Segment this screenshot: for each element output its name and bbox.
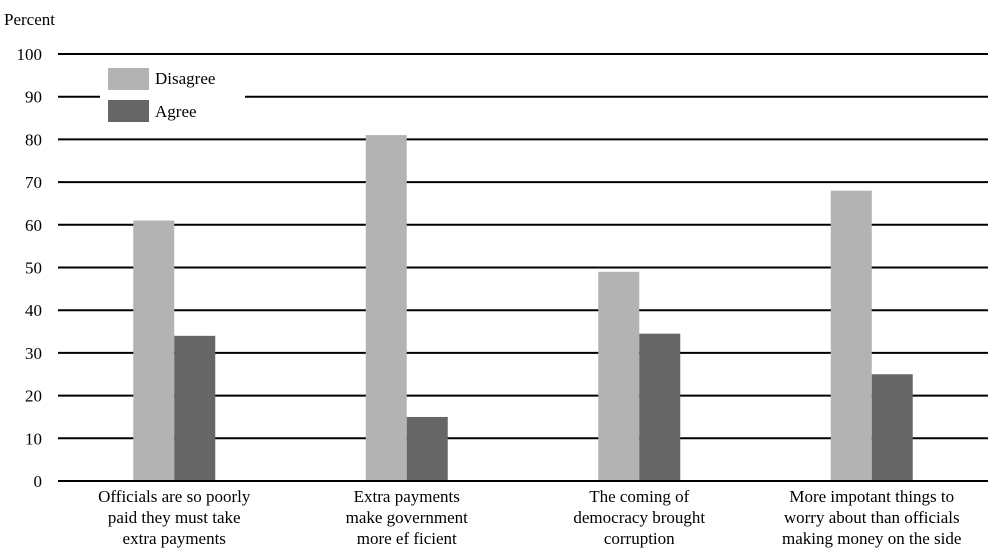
- legend-swatch-agree: [108, 100, 149, 122]
- bar-agree-4: [871, 374, 913, 481]
- bar-agree-3: [639, 333, 681, 481]
- category-label-line: making money on the side: [782, 529, 961, 548]
- category-label-line: paid they must take: [108, 508, 241, 527]
- bar-disagree-1: [133, 220, 175, 481]
- y-tick-label: 40: [25, 301, 42, 320]
- y-tick-label: 50: [25, 259, 42, 278]
- category-labels: Officials are so poorly paid they must ta…: [98, 487, 961, 548]
- y-tick-label: 20: [25, 387, 42, 406]
- y-tick-label: 10: [25, 429, 42, 448]
- y-tick-label: 90: [25, 88, 42, 107]
- bars: [58, 135, 988, 482]
- category-label-line: More impotant things to: [789, 487, 954, 506]
- legend-label-disagree: Disagree: [155, 69, 215, 88]
- y-tick-label: 0: [34, 472, 43, 491]
- category-label-line: The coming of: [589, 487, 689, 506]
- category-label-line: Extra payments: [354, 487, 460, 506]
- category-label-line: Officials are so poorly: [98, 487, 251, 506]
- legend-swatch-disagree: [108, 68, 149, 90]
- category-label-line: corruption: [604, 529, 675, 548]
- category-label-line: make government: [346, 508, 469, 527]
- y-tick-labels: 0 10 20 30 40 50 60 70 80 90 100: [17, 45, 43, 491]
- category-label-line: extra payments: [123, 529, 226, 548]
- y-tick-label: 70: [25, 173, 42, 192]
- bar-disagree-3: [598, 271, 640, 481]
- y-tick-label: 80: [25, 130, 42, 149]
- bar-disagree-4: [830, 190, 872, 481]
- category-label-line: democracy brought: [573, 508, 705, 527]
- y-tick-label: 60: [25, 216, 42, 235]
- y-tick-label: 30: [25, 344, 42, 363]
- y-tick-label: 100: [17, 45, 43, 64]
- bar-agree-1: [174, 335, 216, 481]
- category-label-line: worry about than officials: [784, 508, 960, 527]
- legend: Disagree Agree: [100, 64, 245, 126]
- legend-label-agree: Agree: [155, 102, 197, 121]
- category-label-line: more ef ficient: [357, 529, 457, 548]
- y-axis-label: Percent: [4, 10, 55, 29]
- bar-agree-2: [406, 416, 448, 481]
- bar-disagree-2: [365, 135, 407, 481]
